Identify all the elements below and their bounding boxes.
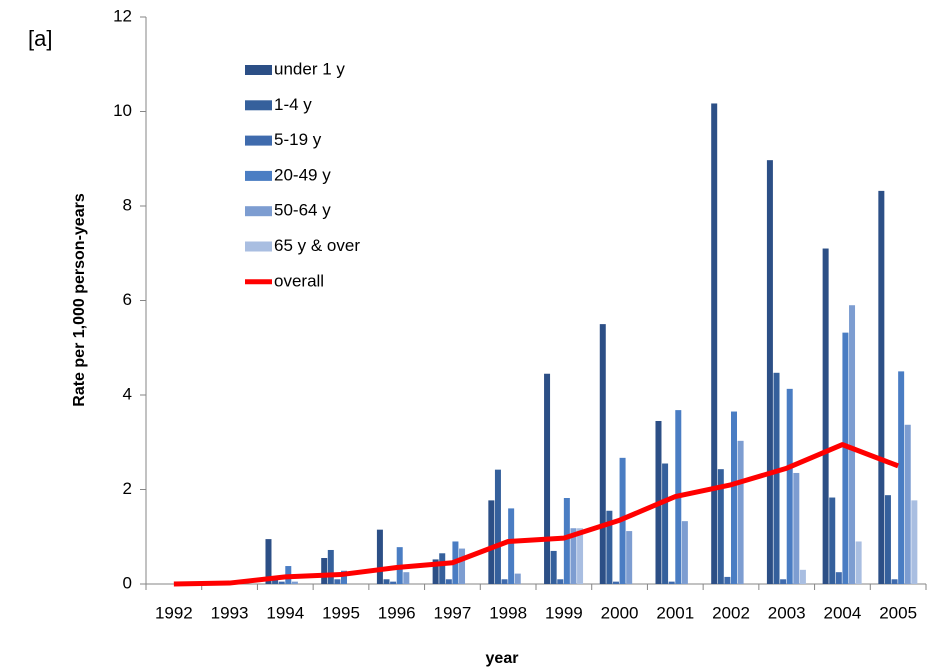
bar [855, 541, 862, 584]
bar [737, 440, 744, 584]
x-tick-label: 1995 [322, 603, 360, 622]
y-tick-label: 10 [113, 101, 132, 120]
bar [334, 579, 341, 584]
bar [711, 103, 718, 584]
bar [570, 528, 577, 584]
x-axis-title: year [486, 650, 519, 667]
bar [717, 469, 724, 584]
bar [577, 528, 584, 584]
bar [668, 581, 675, 584]
legend-swatch [245, 206, 272, 217]
bar [681, 521, 688, 584]
x-tick-label: 2001 [656, 603, 694, 622]
x-tick-label: 1997 [434, 603, 472, 622]
y-tick-label: 0 [123, 573, 132, 592]
legend-label: under 1 y [274, 59, 345, 78]
legend-swatch [245, 241, 272, 252]
y-tick-label: 12 [113, 6, 132, 25]
panel-label: [a] [28, 26, 52, 51]
x-tick-label: 2002 [712, 603, 750, 622]
bar [731, 411, 737, 584]
bar [383, 579, 390, 584]
legend-swatch [245, 135, 272, 146]
legend-swatch [245, 100, 272, 111]
bar [878, 190, 885, 584]
bar [829, 497, 836, 584]
bar [766, 160, 773, 585]
bar [494, 469, 501, 584]
bar [606, 510, 613, 584]
bar [891, 579, 898, 584]
y-tick-label: 2 [123, 479, 132, 498]
x-tick-label: 2003 [768, 603, 806, 622]
bar [780, 579, 787, 584]
bar [822, 248, 829, 584]
y-axis-title: Rate per 1,000 person-years [71, 193, 88, 407]
bar [544, 373, 551, 584]
bar [403, 572, 410, 584]
legend-label: 20-49 y [274, 165, 331, 184]
bar [799, 569, 806, 584]
bar [376, 529, 383, 584]
bar [278, 581, 285, 584]
bar [563, 498, 570, 584]
bar [849, 305, 856, 584]
legend-label: 1-4 y [274, 95, 312, 114]
legend-label: 65 y & over [274, 236, 360, 255]
bar [842, 332, 849, 584]
bar [390, 581, 397, 584]
bar [508, 508, 515, 584]
bar [272, 579, 279, 584]
x-tick-label: 2004 [824, 603, 862, 622]
bar [341, 570, 347, 584]
bar [884, 495, 891, 584]
x-tick-label: 1996 [378, 603, 416, 622]
line [173, 442, 900, 587]
x-tick-label: 2000 [601, 603, 639, 622]
bar [904, 424, 911, 584]
bar [488, 500, 495, 584]
bar [898, 371, 905, 584]
bar [612, 581, 619, 584]
x-tick-label: 1992 [155, 603, 193, 622]
bar [724, 576, 731, 584]
x-tick-label: 1993 [211, 603, 249, 622]
bar [599, 324, 606, 584]
x-tick-label: 1999 [545, 603, 583, 622]
legend-swatch [245, 170, 272, 181]
bar [557, 579, 564, 584]
bar [321, 558, 328, 584]
y-tick-label: 6 [123, 290, 132, 309]
bar [291, 581, 298, 584]
bar [911, 500, 918, 584]
bar [550, 550, 557, 584]
bar [432, 559, 439, 584]
bar [773, 372, 780, 584]
bar [265, 539, 272, 584]
bar [514, 573, 521, 584]
y-tick-label: 4 [123, 384, 132, 403]
legend-swatch [245, 65, 272, 75]
bar [459, 548, 466, 584]
bar [662, 463, 669, 584]
x-tick-label: 1994 [266, 603, 304, 622]
bar [439, 553, 446, 584]
y-tick-label: 8 [123, 195, 132, 214]
legend-label: overall [274, 271, 324, 290]
bar [501, 579, 508, 584]
bar [786, 388, 793, 584]
bar [793, 472, 800, 584]
bar [327, 549, 334, 584]
bar [445, 579, 452, 584]
x-tick-label: 1998 [489, 603, 527, 622]
legend-label: 50-64 y [274, 201, 331, 220]
bar [835, 572, 842, 584]
legend-label: 5-19 y [274, 130, 322, 149]
x-tick-label: 2005 [879, 603, 917, 622]
bar [626, 531, 633, 584]
